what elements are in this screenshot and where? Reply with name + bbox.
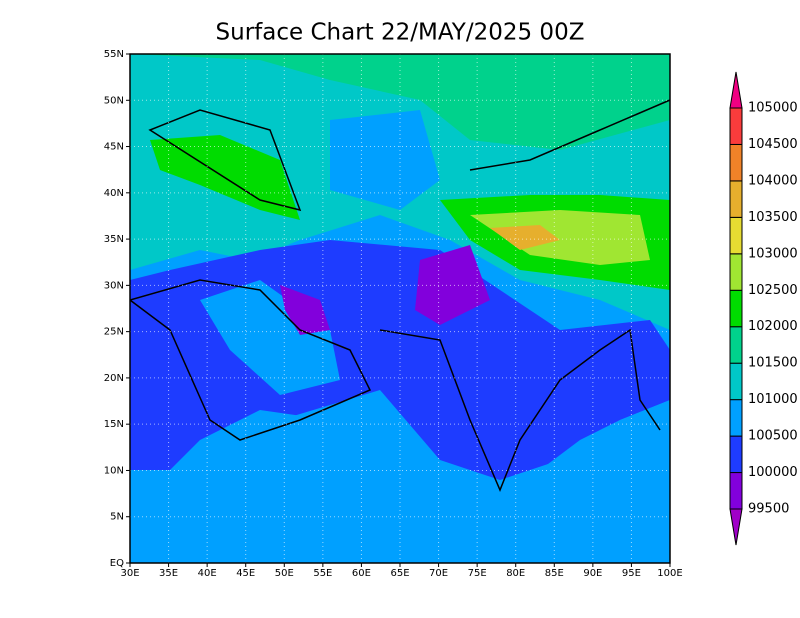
lon-tick-label: 65E: [390, 568, 409, 579]
field-seagreen: [130, 54, 670, 150]
colorbar-label: 101000: [748, 392, 798, 407]
colorbar-label: 103000: [748, 246, 798, 261]
colorbar-segment: [729, 289, 743, 328]
colorbar-label: 103500: [748, 210, 798, 225]
colorbar-segment: [729, 435, 743, 474]
colorbar-label: 101500: [748, 356, 798, 371]
colorbar-label: 105000: [748, 101, 798, 116]
lat-tick-label: 20N: [104, 373, 124, 384]
lon-tick-label: 80E: [506, 568, 525, 579]
lon-tick-label: 60E: [352, 568, 371, 579]
lon-tick-label: 50E: [275, 568, 294, 579]
colorbar-label: 99500: [748, 502, 789, 517]
colorbar-arrow: [729, 508, 743, 546]
field-purple: [415, 245, 490, 325]
field-lightblue: [330, 110, 440, 210]
colorbar-label: 104500: [748, 137, 798, 152]
lon-tick-label: 35E: [159, 568, 178, 579]
colorbar-segment: [729, 107, 743, 145]
lon-tick-label: 70E: [429, 568, 448, 579]
lat-tick-label: 25N: [104, 327, 124, 338]
colorbar-segment: [729, 399, 743, 437]
lon-tick-label: 100E: [657, 568, 682, 579]
colorbar-label: 102500: [748, 283, 798, 298]
colorbar: 99500 100000 100500 101000 101500 102000 10250…: [729, 71, 798, 546]
lat-tick-label: 40N: [104, 188, 124, 199]
lon-tick-label: 85E: [545, 568, 564, 579]
lon-tick-label: 55E: [313, 568, 332, 579]
colorbar-arrow: [729, 71, 743, 109]
lat-tick-label: 30N: [104, 280, 124, 291]
map-frame: [129, 53, 671, 564]
colorbar-label: 100000: [748, 465, 798, 480]
lon-tick-label: 75E: [468, 568, 487, 579]
colorbar-segment: [729, 143, 743, 182]
field-lightblue: [130, 390, 670, 563]
lat-tick-label: 35N: [104, 234, 124, 245]
field-lightblue: [200, 280, 340, 395]
lat-tick-label: 10N: [104, 465, 124, 476]
field-orange: [490, 225, 560, 250]
chart-title: Surface Chart 22/MAY/2025 00Z: [216, 20, 585, 46]
lat-tick-label: 5N: [110, 512, 124, 523]
colorbar-segment: [729, 253, 743, 291]
lon-tick-label: 45E: [236, 568, 255, 579]
lon-tick-label: 95E: [622, 568, 641, 579]
lat-tick-label: 50N: [104, 95, 124, 106]
field-lightgreen: [470, 210, 650, 265]
colorbar-segment: [729, 472, 743, 510]
colorbar-label: 104000: [748, 173, 798, 188]
colorbar-segment: [729, 362, 743, 401]
colorbar-label: 100500: [748, 429, 798, 444]
colorbar-segment: [729, 326, 743, 364]
colorbar-segment: [729, 180, 743, 218]
lon-tick-label: 90E: [583, 568, 602, 579]
lat-tick-label: 45N: [104, 142, 124, 153]
lat-tick-label: EQ: [110, 558, 124, 569]
lat-tick-label: 55N: [104, 49, 124, 60]
lat-tick-label: 15N: [104, 419, 124, 430]
lon-tick-label: 40E: [198, 568, 217, 579]
colorbar-label: 102000: [748, 319, 798, 334]
colorbar-segment: [729, 216, 743, 255]
lon-tick-label: 30E: [120, 568, 139, 579]
coastlines: [130, 99, 670, 492]
